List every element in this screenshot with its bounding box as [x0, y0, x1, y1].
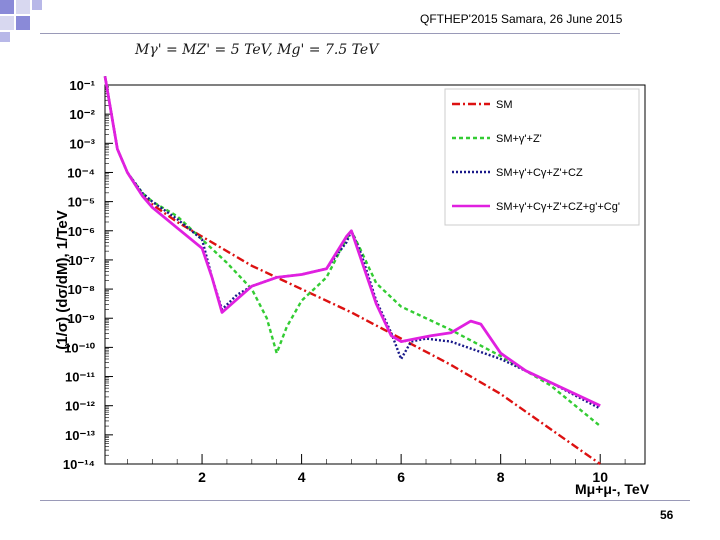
x-tick-label: 10	[592, 469, 608, 485]
decorative-squares	[0, 0, 42, 42]
mass-formula: Mγ' = MZ' = 5 TeV, Mg' = 7.5 TeV	[135, 42, 379, 58]
legend-label: SM	[496, 99, 513, 111]
y-tick-label: 10⁻⁸	[68, 282, 95, 297]
legend-label: SM+γ'+Z'	[496, 133, 542, 145]
conference-header: QFTHEP'2015 Samara, 26 June 2015	[420, 12, 623, 26]
footer-rule	[40, 500, 690, 501]
y-tick-label: 10⁻¹	[69, 78, 95, 93]
y-tick-label: 10⁻¹⁰	[64, 340, 96, 355]
y-tick-label: 10⁻¹¹	[65, 370, 95, 385]
y-tick-label: 10⁻¹⁴	[63, 457, 95, 472]
legend-box	[444, 88, 640, 226]
y-tick-label: 10⁻⁷	[68, 253, 95, 268]
y-tick-label: 10⁻¹³	[65, 428, 96, 443]
header-rule	[40, 33, 620, 34]
x-tick-label: 8	[497, 469, 505, 485]
series-lines	[103, 76, 601, 465]
y-tick-label: 10⁻³	[69, 136, 95, 151]
x-tick-label: 4	[298, 469, 306, 485]
y-tick-label: 10⁻⁴	[67, 165, 95, 180]
page-number: 56	[660, 508, 674, 522]
x-axis-label: Mμ+μ-, TeV	[575, 481, 650, 497]
y-tick-label: 10⁻⁶	[68, 224, 95, 239]
x-tick-label: 6	[397, 469, 405, 485]
y-tick-label: 10⁻⁹	[68, 311, 96, 326]
y-tick-label: 10⁻²	[69, 107, 95, 122]
legend-label: SM+γ'+Cγ+Z'+CZ+g'+Cg'	[496, 201, 620, 213]
series-line-3	[103, 76, 601, 410]
x-tick-label: 2	[198, 469, 206, 485]
y-tick-label: 10⁻⁵	[68, 195, 95, 210]
y-axis-label: (1/σ) (dσ/dM), 1/TeV	[54, 210, 71, 349]
y-tick-label: 10⁻¹²	[65, 399, 96, 414]
legend: SM SM+γ'+Z' SM+γ'+Cγ+Z'+CZ SM+γ'+Cγ+Z'+CZ+g…	[444, 88, 640, 226]
series-line-4	[103, 76, 601, 407]
y-ticks: 10⁻¹ 10⁻² 10⁻³ 10⁻⁴ 10⁻⁵ 10⁻⁶ 10⁻⁷ 10⁻⁸ 10⁻⁹ 10⁻¹…	[63, 78, 113, 472]
legend-label: SM+γ'+Cγ+Z'+CZ	[496, 167, 583, 179]
x-ticks: 2 4 6 8 10	[127, 454, 626, 485]
